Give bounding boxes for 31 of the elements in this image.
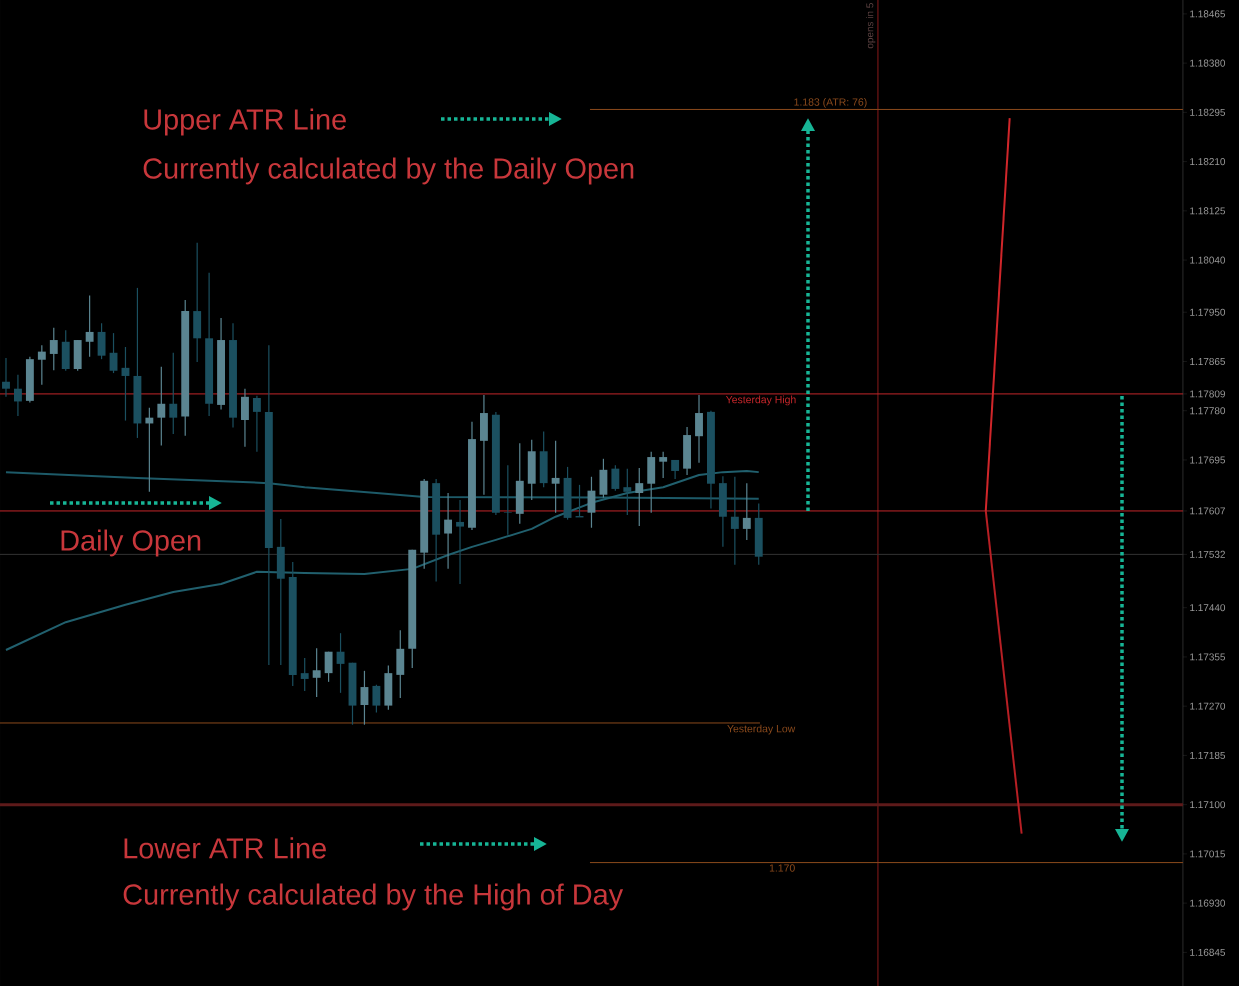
ref-line-label: Yesterday Low <box>727 724 796 735</box>
y-tick-label: 1.16845 <box>1190 948 1226 956</box>
ref-line-label: Yesterday High <box>725 395 796 406</box>
annotation: Daily Open <box>61 529 201 557</box>
y-tick-label: 1.18295 <box>1190 108 1226 116</box>
y-tick-label: 1.17440 <box>1190 604 1226 612</box>
y-tick-label: 1.17607 <box>1190 507 1225 515</box>
y-tick-label: 1.16930 <box>1190 899 1226 907</box>
y-tick-label: 1.17100 <box>1190 801 1226 809</box>
y-tick-label: 1.18040 <box>1190 256 1226 264</box>
y-tick-label: 1.17185 <box>1190 751 1226 759</box>
y-tick-label: 1.17695 <box>1190 456 1226 464</box>
ref-line-label: 1.170 <box>769 864 795 872</box>
y-tick-label: 1.18210 <box>1190 158 1226 166</box>
annotation: Upper ATR Line <box>144 108 346 136</box>
annotation: Lower ATR Line <box>124 837 326 859</box>
y-tick-label: 1.18465 <box>1190 10 1226 18</box>
y-tick-label: 1.17865 <box>1190 357 1226 365</box>
annotation: opens in 5 <box>866 3 876 49</box>
y-tick-label: 1.17532 <box>1190 550 1225 558</box>
y-tick-label: 1.17950 <box>1190 308 1226 316</box>
y-tick-label: 1.18125 <box>1190 207 1226 215</box>
annotation: Currently calculated by the Daily Open <box>143 157 634 185</box>
y-tick-label: 1.17015 <box>1190 850 1226 858</box>
y-tick-label: 1.18380 <box>1190 59 1226 67</box>
y-tick-label: 1.17355 <box>1190 653 1226 661</box>
annotation: Currently calculated by the High of Day <box>123 883 624 911</box>
ref-line-label: 1.183 (ATR: 76) <box>794 98 867 108</box>
y-tick-label: 1.17780 <box>1190 407 1226 415</box>
y-tick-label: 1.17809 <box>1190 390 1225 398</box>
y-tick-label: 1.17270 <box>1190 702 1226 710</box>
